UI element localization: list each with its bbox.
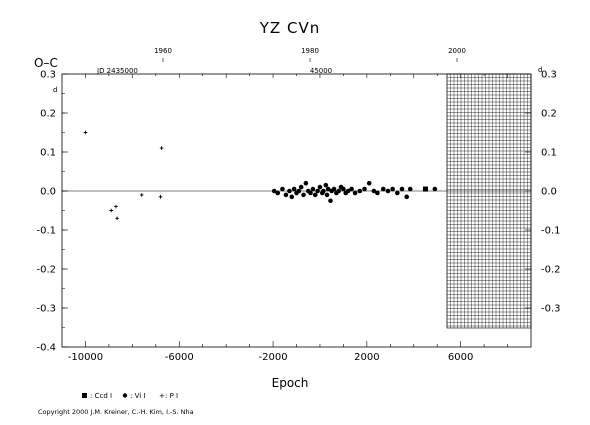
top-year-2000: 2000 bbox=[448, 47, 466, 55]
y-tick-label-right: 0.3 bbox=[541, 70, 557, 81]
y-tick-label-right: -0.1 bbox=[541, 226, 561, 237]
data-point-photographic bbox=[83, 130, 88, 135]
y-tick-label-right: 0.2 bbox=[541, 109, 557, 120]
data-point-visual bbox=[303, 180, 309, 186]
legend-label-vis: : Vi I bbox=[130, 392, 145, 400]
data-point-visual bbox=[323, 182, 329, 188]
data-point-visual bbox=[385, 188, 391, 194]
y-axis-label: O–C bbox=[34, 56, 58, 70]
legend-square-marker bbox=[82, 393, 87, 398]
data-point-visual bbox=[283, 192, 289, 198]
data-point-photographic bbox=[115, 216, 119, 221]
data-point-visual bbox=[407, 186, 413, 192]
y-tick-label-left: -0.4 bbox=[36, 343, 56, 354]
y-tick-label-left: 0.1 bbox=[40, 148, 56, 159]
data-point-visual bbox=[289, 194, 295, 200]
data-point-visual bbox=[357, 188, 363, 194]
data-point-visual bbox=[371, 188, 377, 194]
data-point-visual bbox=[328, 198, 333, 204]
data-point-visual bbox=[321, 188, 326, 194]
data-point-visual bbox=[308, 190, 313, 196]
data-point-visual bbox=[395, 190, 400, 196]
data-point-visual bbox=[291, 186, 297, 192]
data-point-visual bbox=[298, 184, 304, 190]
top-year-1980: 1980 bbox=[301, 47, 319, 55]
top-axis-mid-label: 45000 bbox=[310, 67, 332, 75]
data-point-visual bbox=[331, 186, 337, 192]
y-tick-label-left: -0.3 bbox=[36, 304, 56, 315]
y-tick-label-left: -0.1 bbox=[36, 226, 56, 237]
data-point-visual bbox=[324, 192, 330, 198]
data-point-visual bbox=[380, 186, 386, 192]
data-point-visual bbox=[366, 180, 372, 186]
x-axis-label: Epoch bbox=[272, 376, 309, 390]
data-point-visual bbox=[280, 186, 285, 192]
data-point-visual bbox=[390, 186, 395, 192]
data-point-visual bbox=[312, 192, 318, 198]
data-point-photographic bbox=[158, 195, 163, 199]
data-point-photographic bbox=[109, 208, 114, 213]
data-point-visual bbox=[275, 190, 281, 196]
data-point-visual bbox=[310, 186, 316, 192]
data-point-visual bbox=[349, 186, 354, 192]
x-tick-label: 6000 bbox=[448, 352, 473, 363]
data-point-visual bbox=[315, 188, 320, 194]
data-point-visual bbox=[345, 188, 351, 194]
data-point-ccd bbox=[422, 186, 428, 192]
legend-label-ccd: : Ccd I bbox=[90, 392, 112, 400]
copyright-notice: Copyright 2000 J.M. Kreiner, C.-H. Kim, … bbox=[38, 408, 194, 416]
legend-label-pg: : P I bbox=[165, 392, 178, 400]
data-point-visual bbox=[301, 192, 306, 198]
legend: : Ccd I : Vi I + : P I bbox=[82, 392, 178, 400]
x-tick-label: -2000 bbox=[259, 352, 288, 363]
y-tick-label-left: 0.0 bbox=[40, 187, 56, 198]
y-tick-label-right: 0.0 bbox=[541, 187, 557, 198]
legend-plus-marker: + bbox=[159, 392, 165, 400]
y-axis-unit: d bbox=[53, 86, 57, 94]
data-point-visual bbox=[341, 186, 346, 192]
x-tick-label: 2000 bbox=[354, 352, 379, 363]
y-tick-label-left: 0.2 bbox=[40, 109, 56, 120]
data-point-visual bbox=[336, 188, 342, 194]
data-point-visual bbox=[432, 186, 438, 192]
data-point-visual bbox=[317, 184, 323, 190]
data-point-photographic bbox=[159, 146, 164, 150]
y-tick-label-left: -0.2 bbox=[36, 265, 56, 276]
y-tick-label-right: -0.2 bbox=[541, 265, 561, 276]
top-axis-jd-label: JD 2435000 bbox=[96, 67, 138, 75]
x-tick-label: -6000 bbox=[165, 352, 194, 363]
data-point-visual bbox=[287, 188, 292, 194]
y-tick-label-right: 0.1 bbox=[541, 148, 557, 159]
data-point-visual bbox=[404, 194, 410, 200]
data-point-visual bbox=[375, 190, 380, 196]
data-point-visual bbox=[296, 188, 302, 194]
data-point-visual bbox=[362, 186, 367, 192]
chart-title: YZ CVn bbox=[259, 19, 320, 37]
data-point-visual bbox=[271, 188, 277, 194]
top-year-1960: 1960 bbox=[154, 47, 172, 55]
y-tick-label-right: -0.3 bbox=[541, 304, 561, 315]
x-tick-label: -10000 bbox=[68, 352, 103, 363]
data-point-visual bbox=[399, 186, 405, 192]
legend-circle-marker bbox=[122, 393, 128, 398]
y-tick-label-left: 0.3 bbox=[40, 70, 56, 81]
data-point-photographic bbox=[114, 204, 118, 209]
right-axis-unit: d bbox=[538, 66, 542, 74]
data-point-visual bbox=[325, 186, 331, 192]
data-point-visual bbox=[352, 190, 358, 196]
data-point-photographic bbox=[139, 193, 144, 197]
